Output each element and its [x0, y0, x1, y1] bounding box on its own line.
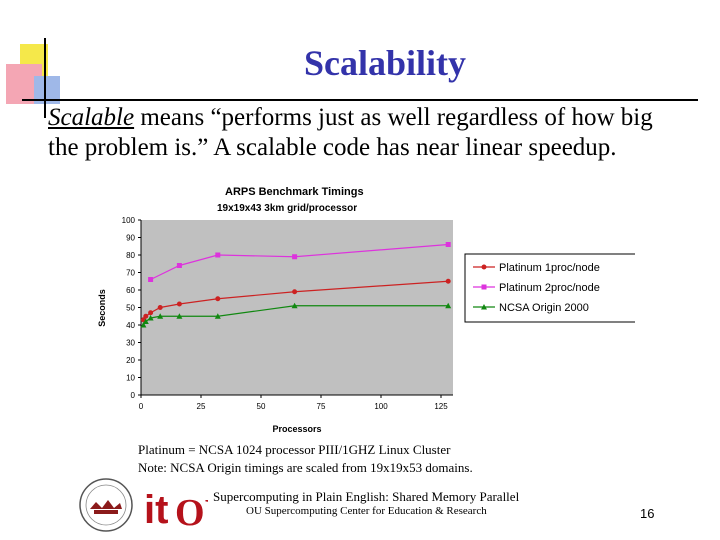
- legend-label: Platinum 2proc/node: [499, 282, 600, 294]
- legend-box: [464, 253, 635, 323]
- y-tick-label: 100: [122, 216, 136, 225]
- legend-swatch-marker: [481, 264, 487, 270]
- slide-body: Scalable means “performs just as well re…: [48, 103, 668, 163]
- footer-logos: it OU: [79, 478, 208, 532]
- decor-vertical-rule: [44, 38, 46, 118]
- series-layer: [140, 242, 452, 328]
- chart-subtitle: 19x19x43 3km grid/processor: [217, 203, 357, 214]
- title-underline-rule: [22, 99, 698, 101]
- data-point: [215, 296, 221, 302]
- x-axis-label: Processors: [272, 424, 321, 434]
- legend-label: Platinum 1proc/node: [499, 262, 600, 274]
- y-tick-label: 70: [126, 269, 135, 278]
- data-point: [142, 318, 149, 324]
- data-point: [215, 252, 221, 258]
- data-point: [445, 302, 452, 309]
- body-emphasis: Scalable: [48, 104, 135, 131]
- it-logo-text: it: [144, 488, 168, 532]
- x-tick-label: 0: [139, 402, 144, 411]
- y-tick-label: 90: [126, 234, 135, 243]
- data-point: [292, 254, 298, 260]
- y-tick-label: 20: [126, 356, 135, 365]
- footer-organization: OU Supercomputing Center for Education &…: [246, 505, 487, 517]
- y-tick-label: 0: [131, 391, 136, 400]
- data-point: [214, 313, 221, 319]
- page-number: 16: [640, 506, 655, 521]
- note-origin: Note: NCSA Origin timings are scaled fro…: [138, 460, 473, 475]
- ou-logo-text: OU: [175, 492, 208, 532]
- y-tick-label: 30: [126, 339, 135, 348]
- data-point: [291, 302, 298, 309]
- x-tick-label: 125: [434, 402, 448, 411]
- chart-title: ARPS Benchmark Timings: [225, 186, 364, 198]
- data-point: [176, 313, 183, 319]
- legend-label: NCSA Origin 2000: [499, 302, 589, 314]
- x-tick-label: 75: [317, 402, 326, 411]
- legend-swatch-marker: [481, 304, 487, 310]
- data-point: [176, 301, 182, 307]
- legend: Platinum 1proc/node Platinum 2proc/node NC…: [473, 262, 600, 314]
- series-0: [140, 278, 451, 323]
- benchmark-chart: ARPS Benchmark Timings 19x19x43 3km grid…: [97, 186, 635, 434]
- note-platinum: Platinum = NCSA 1024 processor PIII/1GHZ…: [138, 442, 451, 457]
- seal-logo: [79, 478, 133, 532]
- y-axis-label: Seconds: [97, 289, 107, 327]
- x-tick-label: 25: [197, 402, 206, 411]
- data-point: [143, 313, 149, 319]
- footer-course-title: Supercomputing in Plain English: Shared …: [213, 489, 520, 504]
- data-point: [157, 313, 164, 319]
- data-point: [148, 277, 154, 282]
- slide-notes: Platinum = NCSA 1024 processor PIII/1GHZ…: [138, 441, 473, 477]
- data-point: [292, 289, 298, 295]
- body-rest: means “performs just as well regardless …: [48, 104, 653, 161]
- data-point: [147, 315, 154, 321]
- data-point: [445, 242, 451, 247]
- y-tick-label: 10: [126, 374, 135, 383]
- data-point: [148, 310, 154, 316]
- y-tick-label: 60: [126, 286, 135, 295]
- legend-swatch-marker: [481, 284, 487, 290]
- data-point: [445, 278, 451, 284]
- y-tick-label: 80: [126, 251, 135, 260]
- x-axis: 0 25 50 75 100 125: [139, 394, 453, 411]
- y-tick-label: 50: [126, 304, 135, 313]
- x-tick-label: 50: [257, 402, 266, 411]
- y-tick-label: 40: [126, 321, 135, 330]
- data-point: [140, 322, 147, 328]
- x-tick-label: 100: [374, 402, 388, 411]
- series-2: [140, 302, 452, 328]
- slide-title: Scalability: [303, 43, 467, 83]
- series-1: [148, 242, 451, 282]
- data-point: [157, 305, 163, 310]
- y-axis: 0 10 20 30 40 50 60 70 80 90 100: [122, 216, 142, 400]
- data-point: [176, 263, 182, 268]
